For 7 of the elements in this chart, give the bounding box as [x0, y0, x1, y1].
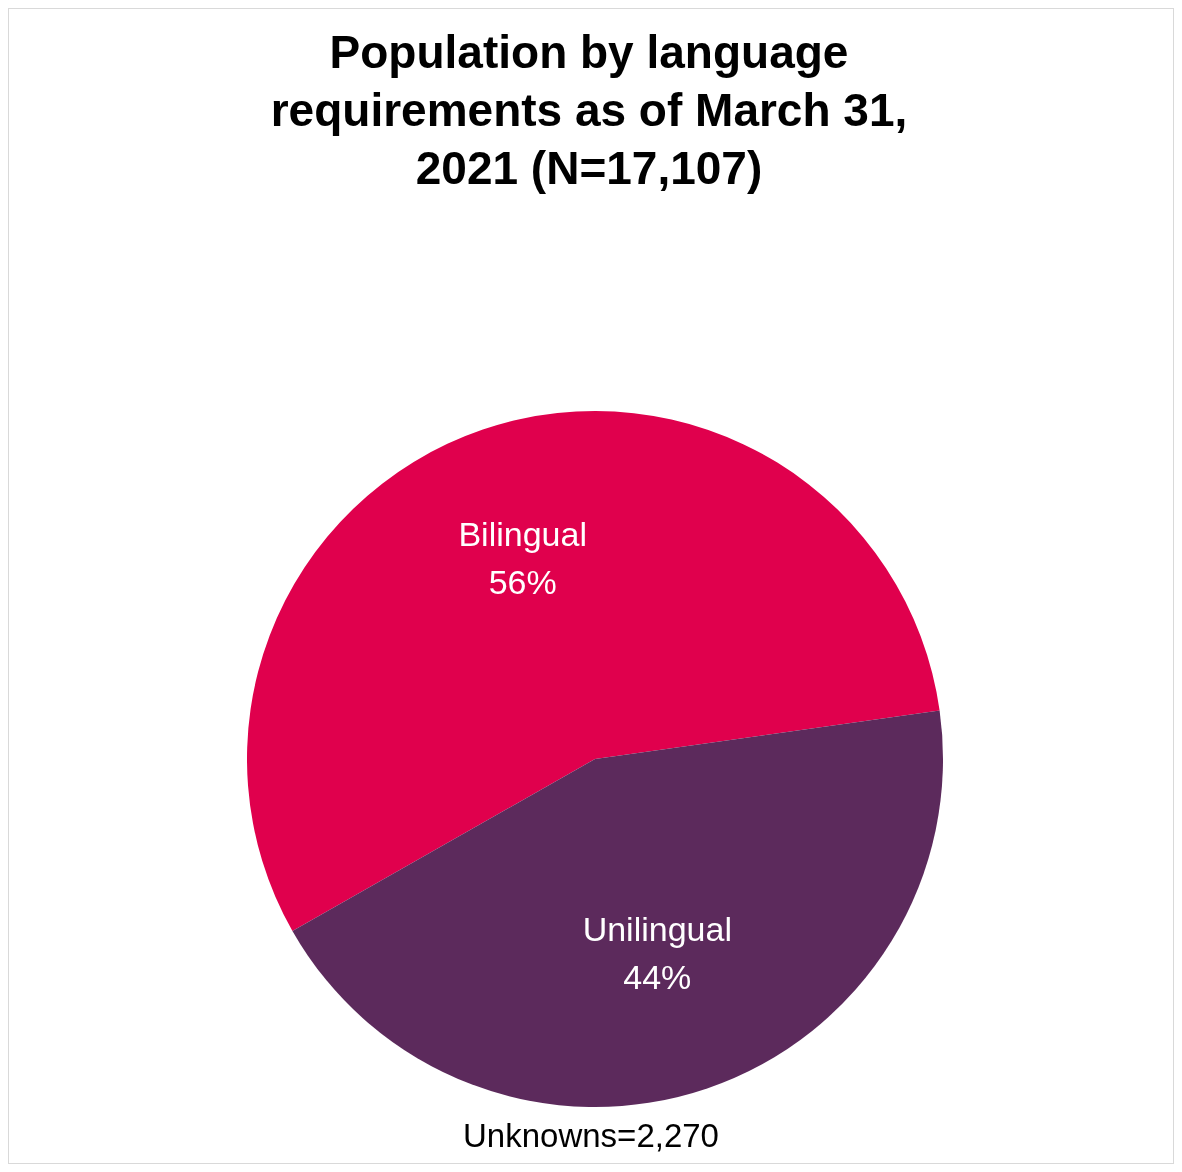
data-label: 44%: [623, 958, 692, 997]
text: Unknowns=2,270: [462, 1117, 720, 1155]
chart-title: Population by language requirements as of March 31, 2021 (N=17,107): [269, 25, 909, 196]
slice-label: Bilingual: [458, 515, 587, 554]
pie-slice: [292, 710, 943, 1107]
data-label: 56%: [488, 562, 557, 601]
slice-label: Unilingual: [582, 910, 732, 949]
